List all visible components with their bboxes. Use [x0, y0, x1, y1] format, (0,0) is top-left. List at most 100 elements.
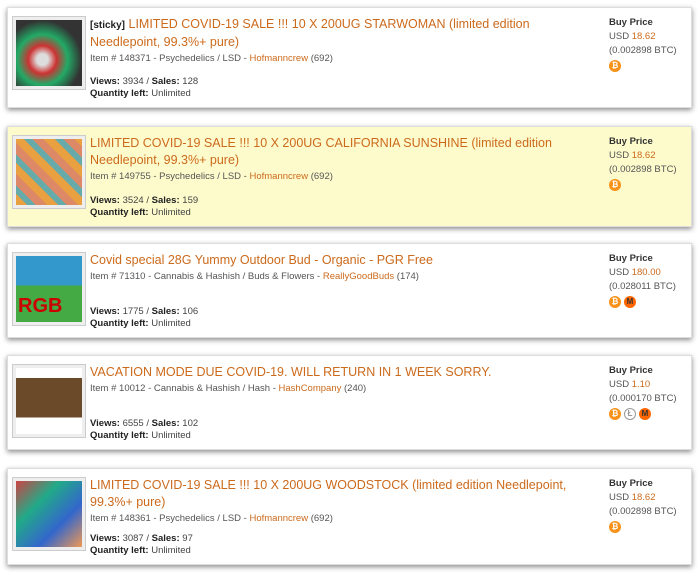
sales-label: Sales:	[151, 306, 180, 317]
price-label: Buy Price	[609, 17, 653, 28]
vendor-link[interactable]: Hofmanncrew	[249, 171, 309, 182]
views-label: Views:	[90, 418, 120, 429]
sales-value: 102	[179, 418, 199, 429]
listing-stats: Views: 3087 / Sales: 97 Quantity left: Un…	[90, 533, 193, 557]
sticky-label: [sticky]	[90, 20, 126, 31]
listing-title-link[interactable]: LIMITED COVID-19 SALE !!! 10 X 200UG CAL…	[90, 136, 552, 167]
listing-stats: Views: 3524 / Sales: 159 Quantity left: U…	[90, 195, 198, 219]
price-box: Buy Price USD 1.10 (0.000170 BTC) ₿ Ł M	[609, 364, 677, 420]
usd-price: 180.00	[631, 267, 661, 278]
vendor-link[interactable]: ReallyGoodBuds	[322, 271, 395, 282]
vendor-link[interactable]: HashCompany	[278, 383, 342, 394]
price-box: Buy Price USD 18.62 (0.002898 BTC) ₿	[609, 16, 677, 72]
accepted-coins: ₿ Ł M	[609, 408, 677, 420]
listing-image[interactable]	[12, 16, 86, 90]
price-label: Buy Price	[609, 478, 653, 489]
price-box: Buy Price USD 180.00 (0.028011 BTC) ₿ M	[609, 252, 676, 308]
monero-icon: M	[639, 408, 651, 420]
quantity-value: Unlimited	[148, 430, 191, 441]
sales-label: Sales:	[151, 76, 180, 87]
quantity-value: Unlimited	[148, 318, 191, 329]
btc-price: (0.002898 BTC)	[609, 45, 677, 56]
quantity-value: Unlimited	[148, 207, 191, 218]
usd-price: 1.10	[631, 379, 651, 390]
currency: USD	[609, 31, 632, 42]
bitcoin-icon: ₿	[609, 521, 621, 533]
image-text: RGB	[18, 295, 63, 317]
listing-card: VACATION MODE DUE COVID-19. WILL RETURN …	[7, 355, 692, 450]
currency: USD	[609, 492, 632, 503]
accepted-coins: ₿ M	[609, 296, 676, 308]
bitcoin-icon: ₿	[609, 60, 621, 72]
quantity-value: Unlimited	[148, 88, 191, 99]
listing-image[interactable]	[12, 364, 86, 438]
vendor-rating: (692)	[308, 53, 333, 64]
accepted-coins: ₿	[609, 521, 677, 533]
listing-image[interactable]: RGB	[12, 252, 86, 326]
views-label: Views:	[90, 533, 120, 544]
views-label: Views:	[90, 195, 120, 206]
currency: USD	[609, 267, 632, 278]
monero-icon: M	[624, 296, 636, 308]
listing-title-link[interactable]: Covid special 28G Yummy Outdoor Bud - Or…	[90, 253, 433, 267]
sales-label: Sales:	[151, 195, 180, 206]
quantity-label: Quantity left:	[90, 207, 149, 218]
views-value: 6555 /	[119, 418, 152, 429]
listing-title-link[interactable]: LIMITED COVID-19 SALE !!! 10 X 200UG WOO…	[90, 478, 567, 509]
listing-title-link[interactable]: LIMITED COVID-19 SALE !!! 10 X 200UG STA…	[90, 17, 530, 49]
price-label: Buy Price	[609, 365, 653, 376]
listing-card: LIMITED COVID-19 SALE !!! 10 X 200UG WOO…	[7, 468, 692, 565]
listing-stats: Views: 1775 / Sales: 106 Quantity left: U…	[90, 306, 198, 330]
vendor-link[interactable]: Hofmanncrew	[249, 513, 309, 524]
listing-card: [sticky] LIMITED COVID-19 SALE !!! 10 X …	[7, 7, 692, 108]
sales-value: 97	[179, 533, 193, 544]
views-label: Views:	[90, 76, 120, 87]
price-box: Buy Price USD 18.62 (0.002898 BTC) ₿	[609, 477, 677, 533]
bitcoin-icon: ₿	[609, 408, 621, 420]
item-info: Item # 71310 - Cannabis & Hashish / Buds…	[90, 271, 323, 282]
item-info: Item # 148371 - Psychedelics / LSD -	[90, 53, 250, 64]
quantity-value: Unlimited	[148, 545, 191, 556]
views-value: 3087 /	[119, 533, 152, 544]
usd-price: 18.62	[631, 31, 656, 42]
currency: USD	[609, 379, 632, 390]
vendor-link[interactable]: Hofmanncrew	[249, 53, 309, 64]
vendor-rating: (240)	[341, 383, 367, 394]
btc-price: (0.028011 BTC)	[609, 281, 676, 292]
listing-image[interactable]	[12, 477, 86, 551]
litecoin-icon: Ł	[624, 408, 636, 420]
sales-value: 128	[179, 76, 199, 87]
item-info: Item # 148361 - Psychedelics / LSD -	[90, 513, 250, 524]
listing-stats: Views: 6555 / Sales: 102 Quantity left: U…	[90, 418, 198, 442]
accepted-coins: ₿	[609, 60, 677, 72]
listing-card: LIMITED COVID-19 SALE !!! 10 X 200UG CAL…	[7, 126, 692, 227]
bitcoin-icon: ₿	[609, 296, 621, 308]
sales-value: 106	[179, 306, 199, 317]
quantity-label: Quantity left:	[90, 430, 149, 441]
bitcoin-icon: ₿	[609, 179, 621, 191]
item-info: Item # 10012 - Cannabis & Hashish / Hash…	[90, 383, 279, 394]
views-value: 3524 /	[119, 195, 152, 206]
listing-image[interactable]	[12, 135, 86, 209]
price-label: Buy Price	[609, 136, 653, 147]
quantity-label: Quantity left:	[90, 545, 149, 556]
listing-title-link[interactable]: VACATION MODE DUE COVID-19. WILL RETURN …	[90, 365, 492, 379]
quantity-label: Quantity left:	[90, 318, 149, 329]
btc-price: (0.002898 BTC)	[609, 506, 677, 517]
currency: USD	[609, 150, 632, 161]
listing-stats: Views: 3934 / Sales: 128 Quantity left: U…	[90, 76, 198, 100]
item-info: Item # 149755 - Psychedelics / LSD -	[90, 171, 250, 182]
vendor-rating: (692)	[308, 171, 333, 182]
views-value: 3934 /	[119, 76, 152, 87]
btc-price: (0.002898 BTC)	[609, 164, 677, 175]
usd-price: 18.62	[631, 150, 656, 161]
listing-card: RGB Covid special 28G Yummy Outdoor Bud …	[7, 243, 692, 338]
btc-price: (0.000170 BTC)	[609, 393, 677, 404]
sales-label: Sales:	[151, 533, 180, 544]
price-label: Buy Price	[609, 253, 653, 264]
usd-price: 18.62	[631, 492, 656, 503]
price-box: Buy Price USD 18.62 (0.002898 BTC) ₿	[609, 135, 677, 191]
accepted-coins: ₿	[609, 179, 677, 191]
sales-label: Sales:	[151, 418, 180, 429]
sales-value: 159	[179, 195, 199, 206]
